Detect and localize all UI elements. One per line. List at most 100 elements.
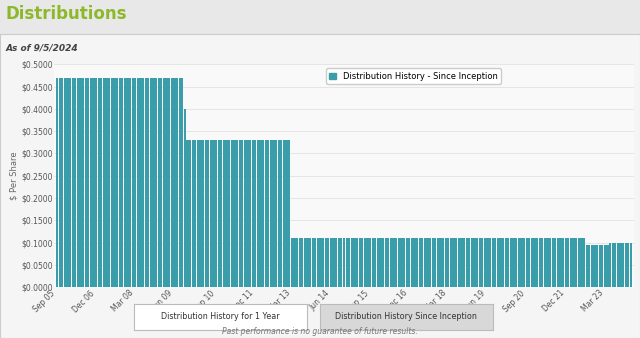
Legend: Distribution History - Since Inception: Distribution History - Since Inception bbox=[326, 68, 501, 84]
Bar bbox=[586, 245, 588, 287]
Bar bbox=[406, 238, 408, 287]
Bar bbox=[620, 243, 621, 287]
Bar bbox=[319, 238, 322, 287]
Bar bbox=[452, 238, 454, 287]
Bar bbox=[314, 238, 316, 287]
Bar bbox=[212, 140, 214, 287]
Bar bbox=[627, 243, 630, 287]
Bar bbox=[395, 238, 397, 287]
Bar bbox=[528, 238, 531, 287]
Bar bbox=[129, 78, 131, 287]
Bar bbox=[520, 238, 522, 287]
Bar bbox=[372, 238, 374, 287]
Bar bbox=[116, 78, 118, 287]
Bar bbox=[288, 140, 291, 287]
Bar bbox=[228, 140, 230, 287]
Bar bbox=[166, 78, 168, 287]
Bar bbox=[150, 78, 152, 287]
Bar bbox=[262, 140, 264, 287]
Bar bbox=[340, 238, 342, 287]
Bar bbox=[377, 238, 379, 287]
Bar bbox=[218, 140, 220, 287]
Text: Past performance is no guarantee of future results.: Past performance is no guarantee of futu… bbox=[222, 327, 418, 336]
Bar bbox=[358, 238, 361, 287]
Bar bbox=[291, 238, 293, 287]
Bar bbox=[424, 238, 426, 287]
Bar bbox=[549, 238, 551, 287]
Bar bbox=[184, 109, 186, 287]
Bar bbox=[426, 238, 429, 287]
Bar bbox=[460, 238, 463, 287]
Bar bbox=[374, 238, 376, 287]
Bar bbox=[533, 238, 536, 287]
Bar bbox=[307, 238, 308, 287]
Bar bbox=[191, 140, 194, 287]
Bar bbox=[147, 78, 149, 287]
Bar bbox=[196, 140, 199, 287]
Bar bbox=[72, 78, 74, 287]
Bar bbox=[327, 238, 330, 287]
Bar bbox=[458, 238, 460, 287]
Bar bbox=[380, 238, 381, 287]
Bar bbox=[74, 78, 76, 287]
Bar bbox=[95, 78, 97, 287]
Bar bbox=[312, 238, 314, 287]
Bar bbox=[202, 140, 204, 287]
Bar bbox=[280, 140, 282, 287]
Bar bbox=[103, 78, 105, 287]
Bar bbox=[484, 238, 486, 287]
Bar bbox=[181, 78, 183, 287]
Bar bbox=[215, 140, 217, 287]
Bar bbox=[494, 238, 497, 287]
Bar bbox=[612, 243, 614, 287]
Bar bbox=[322, 238, 324, 287]
Bar bbox=[163, 78, 165, 287]
Bar bbox=[598, 245, 601, 287]
Bar bbox=[259, 140, 262, 287]
Bar bbox=[176, 78, 178, 287]
Bar bbox=[77, 78, 79, 287]
Bar bbox=[552, 238, 554, 287]
Bar bbox=[578, 238, 580, 287]
Bar bbox=[596, 245, 598, 287]
Bar bbox=[121, 78, 124, 287]
Bar bbox=[84, 78, 87, 287]
Bar bbox=[607, 245, 609, 287]
Bar bbox=[562, 238, 564, 287]
Bar bbox=[160, 78, 163, 287]
Bar bbox=[476, 238, 478, 287]
Bar bbox=[296, 238, 298, 287]
Text: Distribution History for 1 Year: Distribution History for 1 Year bbox=[161, 312, 280, 321]
Bar bbox=[397, 238, 400, 287]
Bar bbox=[264, 140, 267, 287]
Bar bbox=[591, 245, 593, 287]
Bar bbox=[108, 78, 110, 287]
Bar bbox=[92, 78, 95, 287]
Bar bbox=[111, 78, 113, 287]
Bar bbox=[200, 140, 202, 287]
Bar bbox=[338, 238, 340, 287]
Bar bbox=[471, 238, 473, 287]
Bar bbox=[411, 238, 413, 287]
Bar bbox=[332, 238, 335, 287]
Bar bbox=[413, 238, 415, 287]
Bar bbox=[489, 238, 492, 287]
Bar bbox=[189, 140, 191, 287]
Bar bbox=[580, 238, 582, 287]
Bar bbox=[455, 238, 458, 287]
Bar bbox=[625, 243, 627, 287]
Bar bbox=[246, 140, 248, 287]
Bar bbox=[268, 140, 269, 287]
Bar bbox=[87, 78, 90, 287]
Bar bbox=[630, 243, 632, 287]
Bar bbox=[118, 78, 121, 287]
Bar bbox=[544, 238, 546, 287]
Bar bbox=[419, 238, 420, 287]
Bar bbox=[431, 238, 434, 287]
Bar bbox=[474, 238, 476, 287]
Bar bbox=[239, 140, 241, 287]
Text: Distributions: Distributions bbox=[5, 5, 127, 23]
Bar bbox=[194, 140, 196, 287]
Bar bbox=[324, 238, 327, 287]
Bar bbox=[622, 243, 624, 287]
